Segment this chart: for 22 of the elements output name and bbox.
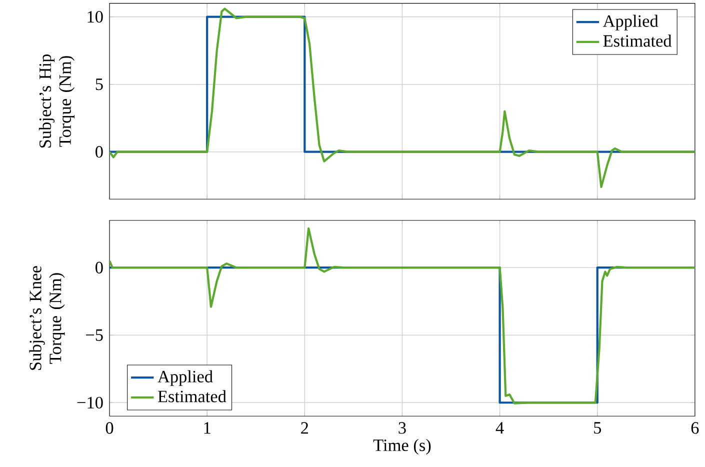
- x-tick-label: 0: [106, 422, 114, 434]
- legend-label: Applied: [602, 14, 658, 30]
- line-series: [110, 8, 695, 188]
- y-axis-title: Subject’s Hip Torque (Nm): [38, 54, 74, 148]
- y-tick-label: −10: [77, 396, 103, 409]
- legend-label: Applied: [158, 370, 213, 386]
- y-tick-label: 0: [96, 262, 103, 274]
- y-tick-label: 10: [88, 11, 103, 23]
- x-tick-label: 5: [594, 422, 601, 434]
- x-tick-label: 4: [496, 422, 504, 434]
- x-tick-label: 6: [691, 422, 699, 434]
- x-axis-title: Time (s): [373, 438, 431, 455]
- line-series: [110, 227, 695, 404]
- y-axis-title: Subject’s Knee Torque (Nm): [29, 266, 65, 370]
- y-tick-label: 5: [96, 78, 103, 90]
- x-tick-label: 3: [398, 422, 406, 434]
- y-tick-label: 0: [96, 146, 103, 158]
- x-tick-label: 2: [301, 422, 308, 434]
- legend-label: Estimated: [158, 390, 226, 402]
- y-tick-label: −5: [86, 329, 103, 341]
- x-tick-label: 1: [204, 422, 210, 434]
- legend-label: Estimated: [603, 34, 672, 47]
